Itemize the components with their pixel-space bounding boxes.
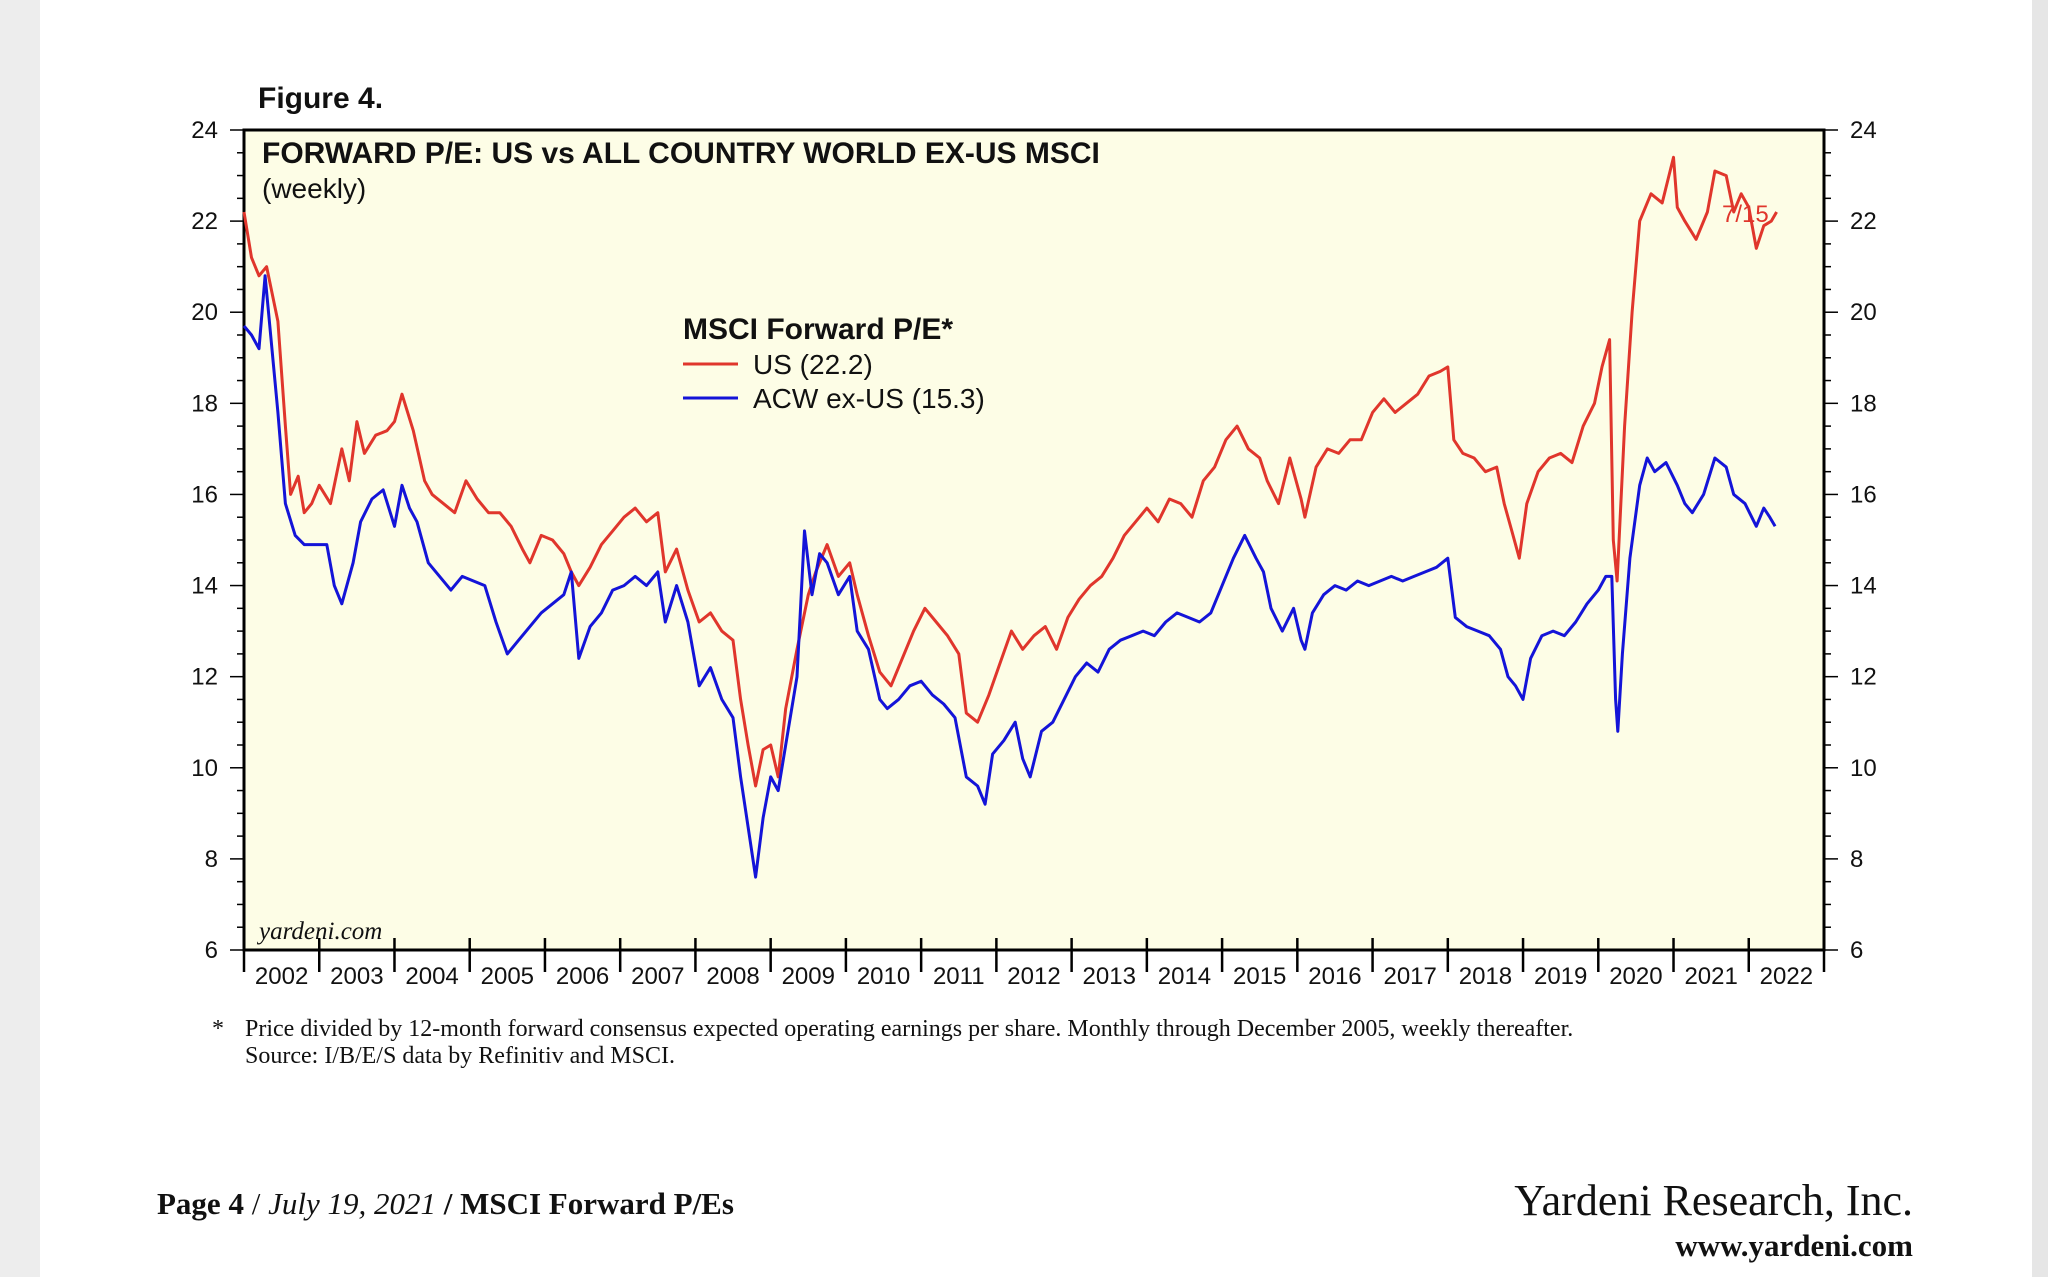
footer-separator: / <box>443 1186 453 1221</box>
y-tick-label-right: 10 <box>1850 755 1877 782</box>
x-tick-label: 2021 <box>1684 963 1737 990</box>
x-tick-label: 2020 <box>1609 963 1662 990</box>
x-tick-label: 2013 <box>1083 963 1136 990</box>
y-tick-label-left: 12 <box>191 664 218 691</box>
footer-separator: / <box>251 1186 261 1221</box>
footnote-line-1: Price divided by 12-month forward consen… <box>245 1016 1574 1042</box>
x-tick-label: 2014 <box>1158 963 1211 990</box>
x-tick-label: 2016 <box>1308 963 1361 990</box>
watermark: yardeni.com <box>256 918 382 945</box>
x-tick-label: 2004 <box>405 963 458 990</box>
y-tick-label-right: 12 <box>1850 664 1877 691</box>
series-line-acw-ex-us <box>242 274 1777 879</box>
x-tick-label: 2015 <box>1233 963 1286 990</box>
plot-area <box>242 128 1826 952</box>
y-tick-label-left: 14 <box>191 573 218 600</box>
x-tick-label: 2002 <box>255 963 308 990</box>
y-tick-label-left: 20 <box>191 299 218 326</box>
right-page-margin <box>2032 0 2048 1277</box>
y-tick-label-right: 14 <box>1850 573 1877 600</box>
legend-title: MSCI Forward P/E* <box>683 313 953 346</box>
x-tick-label: 2005 <box>481 963 534 990</box>
y-tick-label-left: 24 <box>191 117 218 144</box>
footnote-marker: * <box>212 1016 224 1042</box>
y-tick-label-right: 18 <box>1850 390 1877 417</box>
x-axis: 2002 2003 2004 2005 2006 2007 2008 2009 2010 2011… <box>242 938 1826 990</box>
x-tick-label: 2019 <box>1534 963 1587 990</box>
y-tick-label-right: 24 <box>1850 117 1877 144</box>
x-tick-label: 2022 <box>1760 963 1813 990</box>
chart-title: FORWARD P/E: US vs ALL COUNTRY WORLD EX-… <box>262 137 1100 170</box>
y-tick-label-left: 8 <box>205 846 218 873</box>
legend-label-us: US (22.2) <box>753 349 873 380</box>
x-tick-label: 2011 <box>933 963 985 990</box>
y-tick-label-left: 6 <box>205 937 218 964</box>
footnote-source: Source: I/B/E/S data by Refinitiv and MS… <box>245 1043 675 1069</box>
x-tick-label: 2003 <box>330 963 383 990</box>
y-tick-label-left: 18 <box>191 390 218 417</box>
company-name: Yardeni Research, Inc. <box>1514 1176 1913 1225</box>
x-tick-label: 2009 <box>782 963 835 990</box>
end-date-annotation: 7/15 <box>1722 201 1769 228</box>
chart-subtitle: (weekly) <box>262 173 366 204</box>
series-layer <box>242 155 1778 879</box>
x-tick-label: 2018 <box>1459 963 1512 990</box>
document-title: MSCI Forward P/Es <box>460 1186 734 1221</box>
figure-label: Figure 4. <box>258 82 383 115</box>
x-tick-label: 2017 <box>1383 963 1436 990</box>
y-tick-label-right: 16 <box>1850 481 1877 508</box>
company-website: www.yardeni.com <box>1675 1228 1913 1263</box>
y-tick-label-right: 22 <box>1850 208 1877 235</box>
right-y-axis: 6 8 10 12 14 16 18 20 22 24 <box>1824 117 1877 964</box>
y-tick-label-left: 16 <box>191 481 218 508</box>
y-tick-label-right: 20 <box>1850 299 1877 326</box>
legend-label-acw: ACW ex-US (15.3) <box>753 383 985 414</box>
y-tick-label-right: 6 <box>1850 937 1863 964</box>
page-number: Page 4 <box>157 1186 244 1221</box>
series-line-us <box>242 155 1778 788</box>
left-y-axis: 6 8 10 12 14 16 18 20 22 24 <box>191 117 244 964</box>
x-tick-label: 2007 <box>631 963 684 990</box>
x-tick-label: 2012 <box>1007 963 1060 990</box>
y-tick-label-left: 22 <box>191 208 218 235</box>
y-tick-label-left: 10 <box>191 755 218 782</box>
x-tick-label: 2008 <box>706 963 759 990</box>
footer-left: Page 4 / July 19, 2021 / MSCI Forward P/… <box>157 1186 734 1222</box>
x-tick-label: 2010 <box>857 963 910 990</box>
x-tick-label: 2006 <box>556 963 609 990</box>
y-tick-label-right: 8 <box>1850 846 1863 873</box>
publication-date: July 19, 2021 <box>268 1186 436 1221</box>
legend: MSCI Forward P/E* US (22.2) ACW ex-US (1… <box>683 313 985 414</box>
left-page-margin <box>0 0 40 1277</box>
